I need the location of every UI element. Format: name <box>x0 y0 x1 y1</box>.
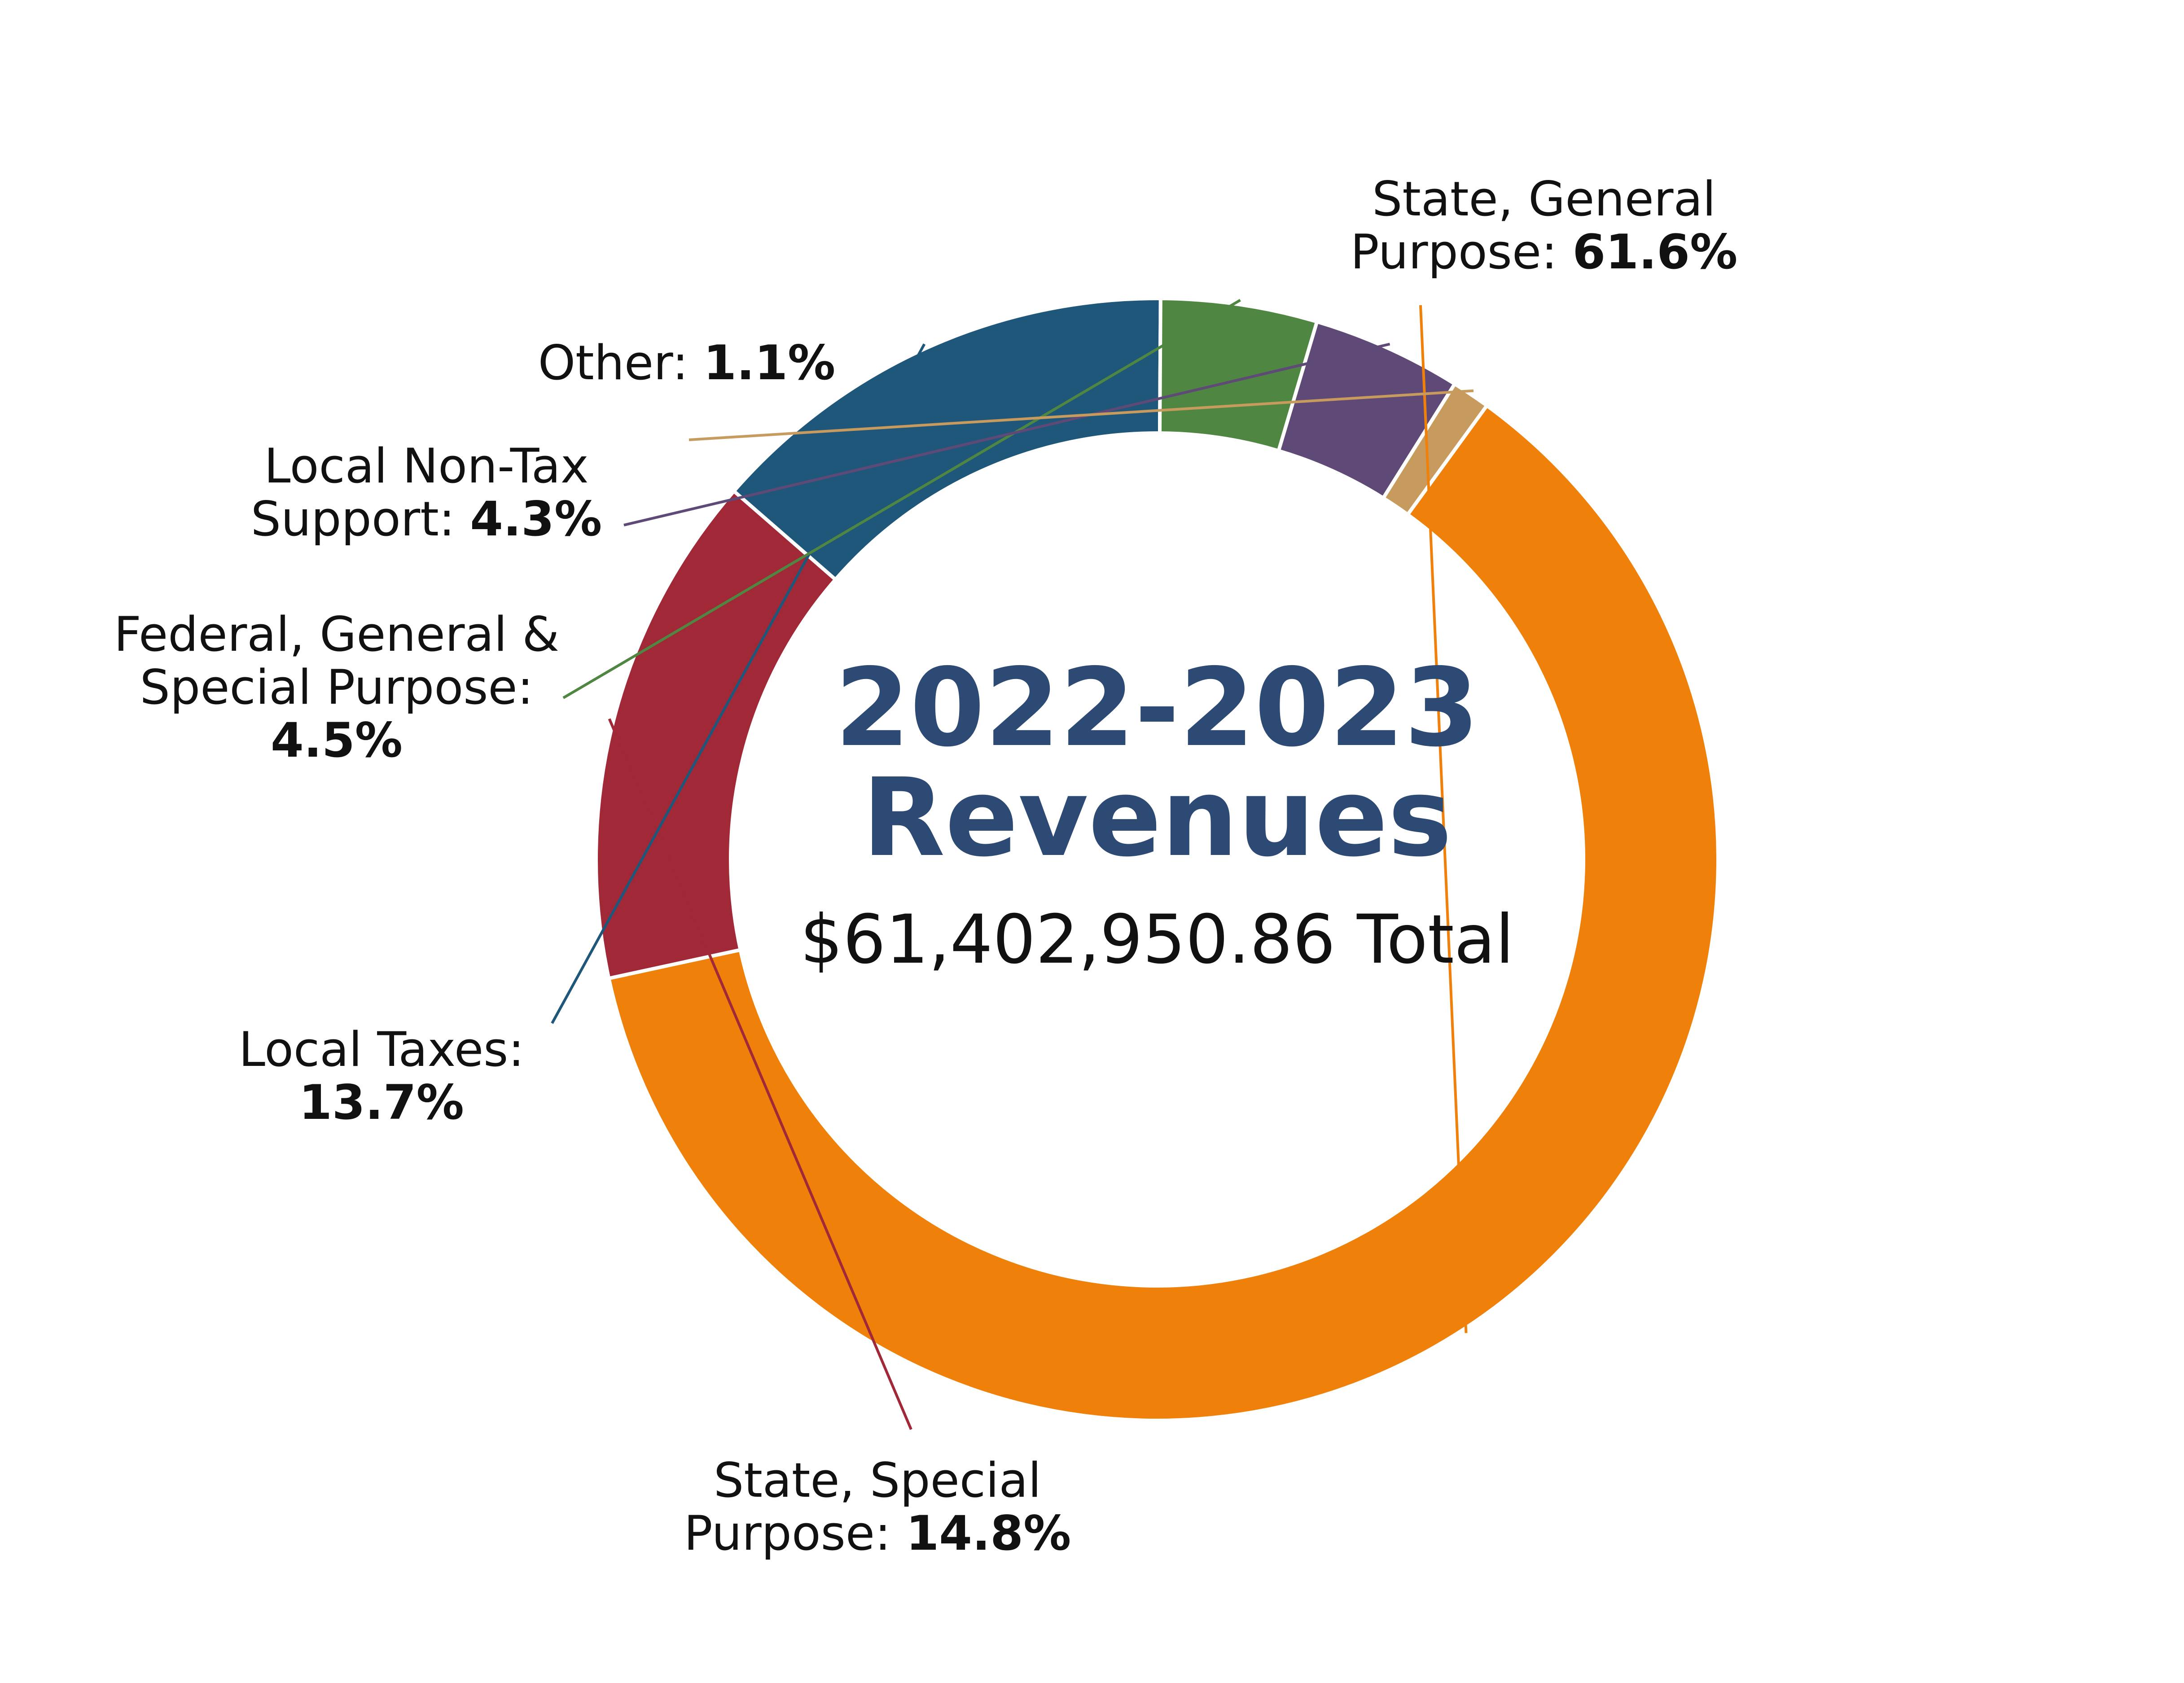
slice-label-line: Purpose: <box>684 1506 906 1561</box>
leader-line-5 <box>623 342 1390 526</box>
slice-label-line: State, General <box>1372 171 1716 227</box>
leader-line-2 <box>608 718 912 1430</box>
slice-label-line: Local Taxes: <box>239 1022 524 1077</box>
leader-line-1 <box>1419 305 1468 1333</box>
leader-line-4 <box>562 299 1241 699</box>
slice-percentage: 14.8% <box>906 1506 1071 1561</box>
slice-percentage: 1.1% <box>703 335 835 390</box>
chart-title-line-2: Revenues <box>862 755 1452 881</box>
slice-label-1: State, General Purpose: 61.6% <box>1351 171 1738 280</box>
slice-label-4: Federal, General & Special Purpose: 4.5% <box>114 607 559 768</box>
slice-label-line: Other: <box>538 335 704 390</box>
slice-label-2: State, Special Purpose: 14.8% <box>684 1453 1071 1561</box>
slice-label-5: Local Non-Tax Support: 4.3% <box>251 438 602 547</box>
leader-line-3 <box>551 343 926 1024</box>
chart-total: $61,402,950.86 Total <box>800 901 1514 979</box>
donut-slice-1 <box>606 403 1720 1422</box>
slice-label-line: Federal, General & <box>114 607 559 662</box>
slice-label-3: Local Taxes: 13.7% <box>239 1022 524 1130</box>
slice-percentage: 4.3% <box>470 491 602 547</box>
slice-percentage: 61.6% <box>1573 224 1738 280</box>
slice-label-6: Other: 1.1% <box>538 335 836 390</box>
slice-label-line: Local Non-Tax <box>264 438 588 494</box>
slice-label-line: Purpose: <box>1351 224 1573 280</box>
chart-title-line-1: 2022-2023 <box>835 645 1479 771</box>
slice-percentage: 13.7% <box>299 1075 464 1130</box>
leader-lines <box>551 299 1474 1430</box>
donut-slice-3 <box>731 297 1162 582</box>
slice-labels: State, General Purpose: 61.6%State, Speci… <box>114 171 1737 1561</box>
slice-percentage: 4.5% <box>271 713 403 768</box>
donut-slice-2 <box>594 488 838 981</box>
leader-line-6 <box>689 389 1474 441</box>
center-text: 2022-2023 Revenues $61,402,950.86 Total <box>800 645 1514 979</box>
slice-label-line: Special Purpose: <box>140 660 534 715</box>
slice-label-line: State, Special <box>714 1453 1041 1508</box>
slice-label-line: Support: <box>251 491 470 547</box>
